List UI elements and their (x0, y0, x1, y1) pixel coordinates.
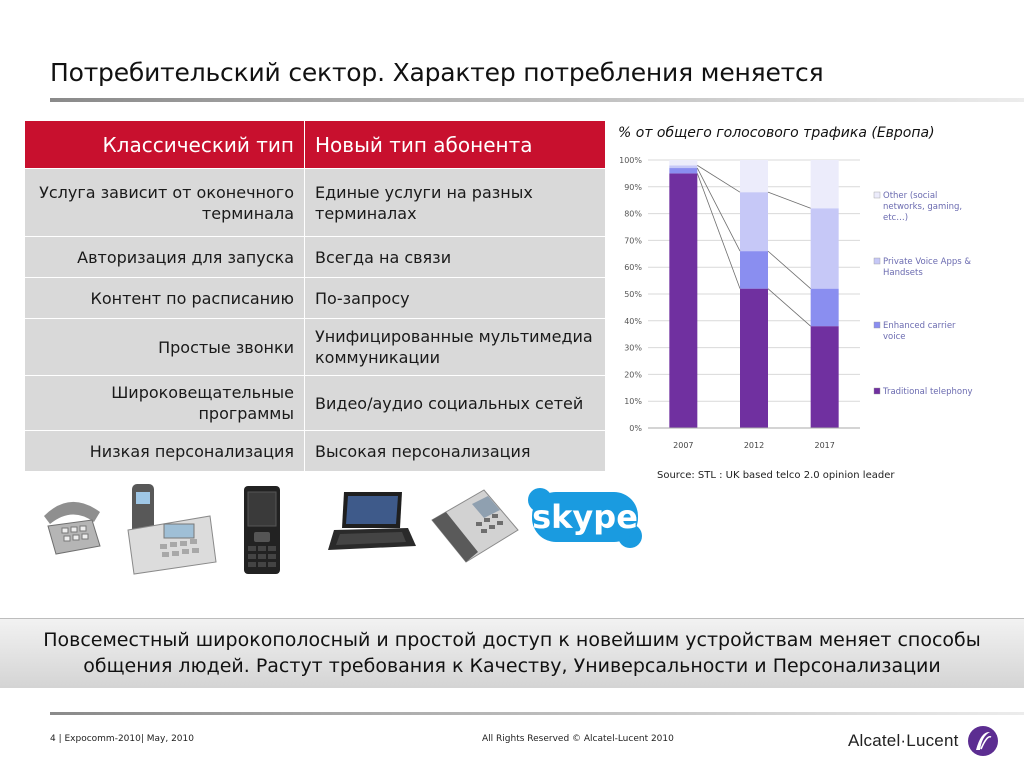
bar-segment (669, 165, 698, 169)
header-classic: Классический тип (24, 120, 305, 169)
y-tick-label: 60% (624, 263, 642, 272)
new-cell: По-запросу (304, 277, 606, 319)
ip-phone-icon (431, 489, 519, 563)
new-cell: Единые услуги на разных терминалах (304, 168, 606, 237)
table-row: Услуга зависит от оконечного терминала Е… (24, 168, 606, 237)
table-row: Широковещательные программы Видео/аудио … (24, 375, 606, 431)
netbook-icon (328, 492, 416, 550)
mobile-phone-icon (244, 486, 280, 574)
legend-label: Other (social networks, gaming, etc…) (883, 191, 962, 223)
classic-cell: Авторизация для запуска (24, 236, 305, 278)
table-row: Авторизация для запуска Всегда на связи (24, 236, 606, 278)
bar-segment (669, 168, 698, 174)
title-divider (50, 98, 1024, 102)
footer-copyright: All Rights Reserved © Alcatel-Lucent 201… (482, 734, 674, 744)
x-tick-label: 2017 (814, 441, 834, 450)
y-tick-label: 90% (624, 183, 642, 192)
classic-cell: Контент по расписанию (24, 277, 305, 319)
bar-segment (740, 288, 768, 428)
slide-title: Потребительский сектор. Характер потребл… (50, 58, 824, 87)
legend-swatch (873, 387, 881, 395)
x-tick-label: 2012 (744, 441, 764, 450)
y-tick-label: 80% (624, 210, 642, 219)
y-tick-label: 0% (629, 424, 642, 433)
new-cell: Унифицированные мультимедиа коммуникации (304, 318, 606, 376)
connector-line (767, 191, 811, 209)
new-cell: Всегда на связи (304, 236, 606, 278)
logo-mark-icon (967, 726, 998, 756)
y-tick-label: 100% (619, 156, 642, 165)
legend-swatch (873, 191, 881, 199)
y-tick-label: 20% (624, 370, 642, 379)
bar-segment (740, 160, 768, 193)
y-tick-label: 50% (624, 290, 642, 299)
bar-segment (669, 173, 698, 428)
bar-segment (740, 251, 768, 289)
footer-divider (50, 712, 1024, 715)
bar-segment (810, 208, 839, 289)
classic-cell: Услуга зависит от оконечного терминала (24, 168, 305, 237)
connector-line (697, 165, 741, 193)
footer-page-info: 4 | Expocomm-2010| May, 2010 (50, 734, 194, 744)
bar-segment (669, 160, 698, 166)
stacked-bar-chart: 0% 10% 20% 30% 40% 50% 60% 70% 80% 90% 100% 2007 201… (619, 156, 973, 450)
bar-segment (810, 326, 839, 428)
classic-cell: Низкая персонализация (24, 430, 305, 472)
y-tick-label: 40% (624, 317, 642, 326)
comparison-table: Классический тип Новый тип абонента Услу… (24, 120, 606, 472)
connector-line (696, 167, 741, 252)
legend-label: Private Voice Apps & Handsets (883, 257, 971, 278)
new-cell: Высокая персонализация (304, 430, 606, 472)
bar-segment (810, 288, 839, 327)
logo-text: Alcatel·Lucent (848, 731, 959, 750)
y-tick-label: 10% (624, 397, 642, 406)
bar-segment (740, 192, 768, 252)
legend-swatch (873, 321, 881, 329)
connector-line (696, 173, 741, 289)
table-row: Простые звонки Унифицированные мультимед… (24, 318, 606, 376)
table-row: Низкая персонализация Высокая персонализ… (24, 430, 606, 472)
bar-segment (810, 160, 839, 209)
connector-line (767, 250, 811, 289)
legend-label: Traditional telephony (882, 387, 973, 397)
legend-swatch (873, 257, 881, 265)
skype-logo: skype (528, 488, 642, 548)
table-header-row: Классический тип Новый тип абонента (24, 120, 606, 169)
classic-cell: Простые звонки (24, 318, 305, 376)
connector-line (767, 288, 811, 327)
chart-title: % от общего голосового трафика (Европа) (618, 125, 935, 141)
new-cell: Видео/аудио социальных сетей (304, 375, 606, 431)
summary-banner: Повсеместный широкополосный и простой до… (0, 618, 1024, 688)
alcatel-lucent-logo: Alcatel·Lucent (848, 725, 999, 757)
y-tick-label: 70% (624, 236, 642, 245)
landline-phone-icon (44, 501, 101, 555)
header-new: Новый тип абонента (304, 120, 606, 169)
legend-label: Enhanced carrier voice (883, 321, 956, 342)
skype-logo-text: skype (532, 498, 638, 536)
x-tick-label: 2007 (673, 441, 693, 450)
device-images: skype (30, 478, 650, 578)
chart-source: Source: STL : UK based telco 2.0 opinion… (657, 470, 895, 481)
cordless-phone-icon (127, 484, 217, 575)
y-tick-label: 30% (624, 344, 642, 353)
classic-cell: Широковещательные программы (24, 375, 305, 431)
table-row: Контент по расписанию По-запросу (24, 277, 606, 319)
